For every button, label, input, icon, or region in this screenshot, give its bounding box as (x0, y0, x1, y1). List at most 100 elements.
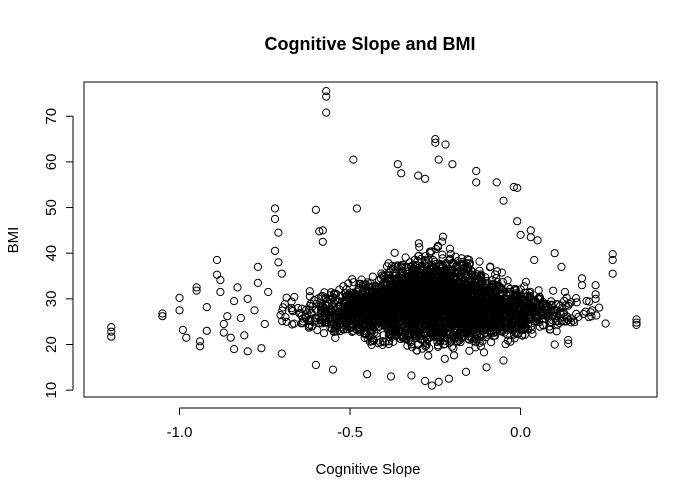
data-point (519, 319, 528, 329)
data-point (396, 262, 405, 271)
data-point (287, 297, 296, 306)
data-point (456, 338, 465, 347)
data-point (471, 272, 480, 281)
data-point (368, 282, 377, 291)
data-point (409, 309, 418, 318)
data-point (192, 283, 201, 292)
data-point (534, 286, 543, 295)
data-point (403, 270, 412, 279)
data-point (550, 340, 559, 349)
data-point (332, 323, 341, 332)
data-point (527, 304, 536, 313)
data-point (388, 281, 397, 291)
data-point (425, 328, 434, 337)
data-point (290, 319, 299, 328)
data-point (449, 344, 458, 353)
data-point (498, 299, 507, 308)
data-point (421, 312, 430, 321)
data-point (216, 276, 225, 285)
data-point (552, 311, 561, 320)
data-point (584, 313, 593, 322)
y-tick-label: 50 (43, 199, 60, 216)
data-point (551, 306, 560, 315)
data-point (352, 204, 361, 213)
data-point (431, 135, 440, 144)
data-point (434, 377, 443, 386)
data-point (510, 334, 519, 343)
data-point (260, 319, 269, 329)
data-point (431, 266, 440, 275)
data-point (446, 290, 455, 299)
data-point (408, 301, 417, 310)
data-point (477, 270, 486, 279)
data-point (547, 297, 556, 306)
data-point (226, 333, 235, 342)
data-point (510, 295, 519, 304)
data-point (315, 313, 324, 322)
data-point (440, 354, 449, 363)
data-point (434, 155, 443, 164)
data-point (394, 316, 404, 325)
data-point (397, 169, 406, 178)
data-point (426, 299, 435, 308)
data-point (425, 332, 434, 341)
chart-title: Cognitive Slope and BMI (264, 34, 475, 54)
data-point (495, 321, 504, 330)
data-point (223, 312, 232, 321)
data-point (572, 294, 581, 303)
data-point (320, 307, 330, 316)
data-point (445, 244, 454, 253)
data-point (425, 344, 434, 353)
data-point (510, 319, 519, 328)
data-point (362, 319, 371, 328)
data-point (431, 288, 440, 297)
data-point (389, 337, 398, 346)
data-point (539, 309, 549, 318)
data-point (393, 261, 402, 270)
data-point (250, 306, 259, 315)
data-point (405, 317, 415, 326)
data-point (421, 255, 430, 264)
data-point (368, 296, 377, 305)
data-point (294, 303, 303, 313)
data-point (490, 331, 500, 340)
data-point (391, 298, 400, 307)
data-point (577, 274, 587, 283)
data-point (516, 230, 525, 239)
data-point (586, 308, 595, 317)
data-point (377, 305, 386, 314)
x-axis-label: Cognitive Slope (315, 461, 420, 478)
data-point (506, 323, 515, 332)
data-point (426, 312, 435, 321)
data-point (419, 266, 428, 275)
data-point (497, 305, 506, 314)
y-axis-label: BMI (5, 227, 22, 254)
data-point (450, 324, 459, 333)
data-point (560, 287, 570, 297)
data-point (465, 314, 474, 323)
data-point (608, 250, 617, 259)
data-point (482, 276, 491, 286)
data-point (572, 298, 581, 307)
data-point (465, 346, 474, 355)
data-point (438, 237, 447, 246)
data-point (450, 266, 459, 276)
data-point (455, 280, 464, 289)
data-point (507, 319, 516, 328)
y-tick-label: 40 (43, 245, 60, 262)
data-point (399, 313, 408, 322)
data-point (330, 290, 339, 299)
data-point (378, 340, 387, 349)
data-point (264, 287, 273, 297)
data-point (357, 309, 366, 318)
data-point (195, 337, 205, 346)
data-point (438, 232, 448, 241)
data-point (343, 322, 352, 331)
data-point (473, 293, 482, 302)
data-point (363, 334, 372, 343)
data-point (423, 278, 432, 287)
data-point (509, 303, 518, 312)
data-point (470, 297, 480, 307)
data-point (458, 304, 468, 313)
data-point (315, 227, 324, 236)
